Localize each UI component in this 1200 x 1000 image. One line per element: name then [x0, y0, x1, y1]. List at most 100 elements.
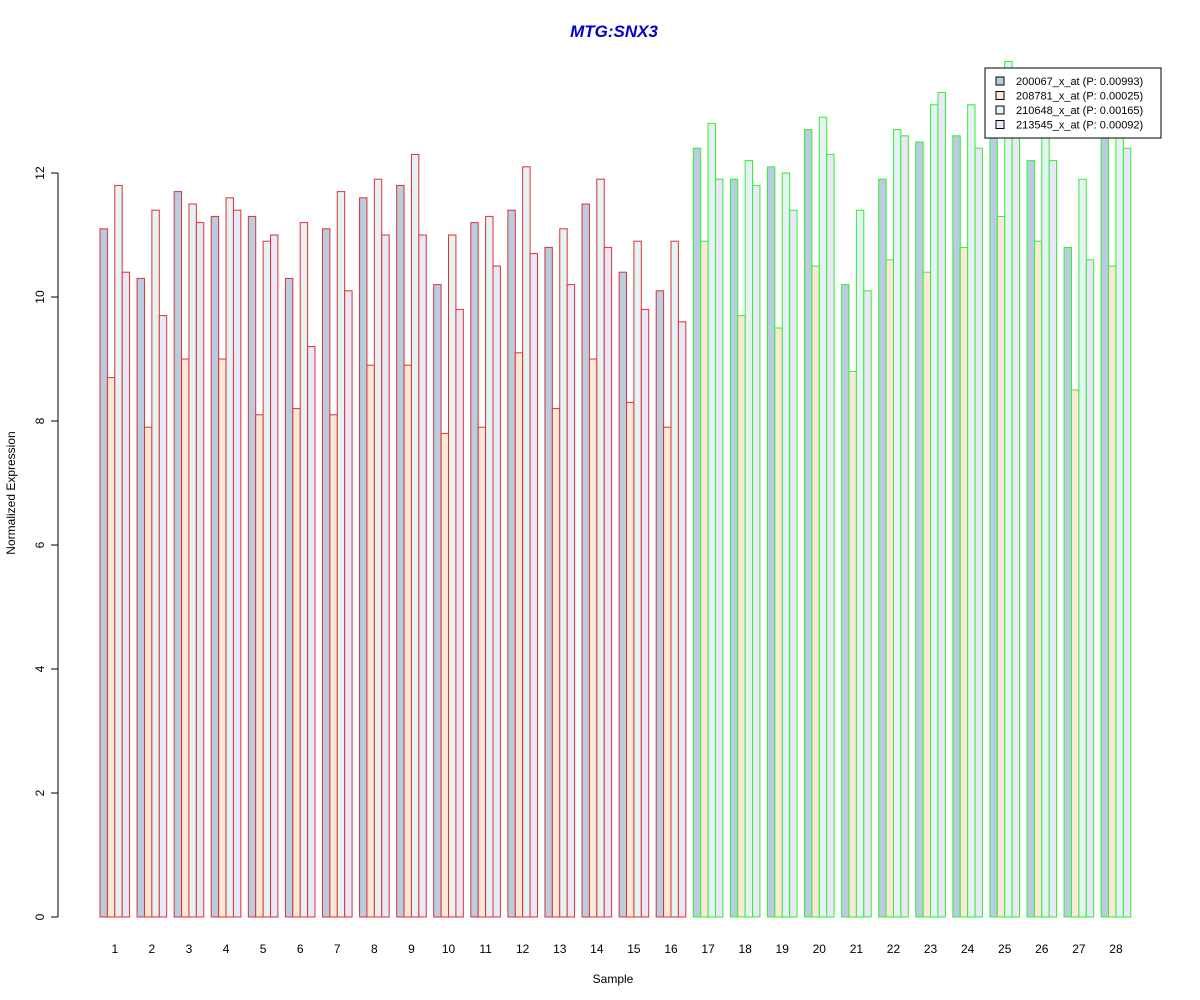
bar — [299, 222, 309, 918]
bar — [210, 215, 220, 918]
bar — [121, 271, 131, 918]
bar — [1041, 110, 1050, 918]
bar — [737, 315, 746, 918]
bar — [173, 191, 183, 918]
x-tick-label: 8 — [371, 942, 378, 956]
x-axis: 1 2 3 4 5 6 7 8 9 10 11 12 13 14 15 16 17 18 19 20 21 22 23 24 2… — [111, 942, 1122, 956]
bar — [181, 358, 190, 918]
x-tick-label: 4 — [223, 942, 230, 956]
y-tick-label: 12 — [33, 166, 47, 180]
bar — [99, 228, 108, 918]
bar — [885, 259, 894, 918]
legend: 200067_x_at (P: 0.00993) 208781_x_at (P: … — [984, 67, 1162, 139]
bar — [729, 178, 739, 918]
bar — [826, 153, 835, 918]
x-tick-label: 13 — [553, 942, 567, 956]
bars — [99, 60, 1132, 918]
bar — [381, 234, 390, 918]
legend-entry: 213545_x_at (P: 0.00092) — [1016, 120, 1143, 132]
x-tick-label: 27 — [1072, 942, 1086, 956]
bar — [336, 191, 346, 918]
bar — [448, 234, 457, 918]
x-tick-label: 16 — [664, 942, 678, 956]
bar — [989, 116, 998, 918]
bar — [1085, 259, 1095, 918]
bar — [581, 203, 590, 918]
x-tick-label: 1 — [111, 942, 118, 956]
legend-swatch — [995, 105, 1005, 115]
x-tick-label: 14 — [590, 942, 604, 956]
bar — [967, 104, 976, 918]
bar — [974, 147, 983, 918]
legend-entry: 200067_x_at (P: 0.00993) — [1016, 76, 1143, 88]
bar — [225, 197, 234, 918]
x-tick-label: 19 — [776, 942, 790, 956]
bar — [329, 414, 338, 918]
bar — [136, 277, 145, 918]
bar — [270, 234, 279, 918]
x-tick-label: 17 — [701, 942, 715, 956]
bar — [455, 308, 464, 918]
bar — [677, 321, 687, 918]
legend-entry: 210648_x_at (P: 0.00165) — [1016, 105, 1143, 117]
bar — [1011, 116, 1021, 918]
y-tick-label: 10 — [33, 290, 47, 304]
bar — [707, 122, 716, 918]
bar — [618, 271, 628, 918]
bar — [344, 290, 353, 918]
bar — [1004, 60, 1013, 918]
bar — [952, 135, 961, 918]
x-tick-label: 24 — [961, 942, 975, 956]
bar — [485, 215, 494, 918]
bar — [1063, 246, 1072, 918]
y-tick-label: 4 — [33, 665, 47, 672]
bar — [440, 432, 450, 918]
bar — [811, 265, 820, 918]
y-tick-label: 8 — [33, 417, 47, 424]
bar — [507, 209, 516, 918]
bar — [766, 166, 776, 918]
bar — [1033, 240, 1043, 918]
bar — [930, 104, 939, 918]
bar — [818, 116, 828, 918]
y-axis-label: Normalized Expression — [4, 431, 18, 554]
bar — [551, 408, 561, 918]
bar — [373, 178, 383, 918]
bar — [218, 358, 227, 918]
bar — [1078, 178, 1087, 918]
bar — [143, 426, 153, 918]
x-tick-label: 12 — [516, 942, 530, 956]
chart-title: MTG:SNX3 — [570, 22, 658, 41]
x-tick-label: 5 — [260, 942, 267, 956]
x-tick-label: 21 — [850, 942, 864, 956]
x-tick-label: 18 — [738, 942, 752, 956]
bar — [492, 265, 501, 918]
bar — [247, 215, 257, 918]
bar — [670, 240, 679, 918]
x-tick-label: 22 — [887, 942, 901, 956]
bar — [700, 240, 709, 918]
bar — [878, 178, 887, 918]
bar — [596, 178, 605, 918]
bar — [359, 197, 368, 918]
bar — [1115, 98, 1124, 918]
bar — [855, 209, 865, 918]
bar — [284, 277, 294, 918]
x-tick-label: 25 — [998, 942, 1012, 956]
bar — [1100, 122, 1110, 918]
bar — [603, 246, 613, 918]
bar — [114, 184, 123, 918]
bar — [900, 135, 909, 918]
bar — [529, 253, 538, 918]
bar — [781, 172, 791, 918]
legend-swatch — [995, 91, 1005, 100]
x-tick-label: 6 — [297, 942, 304, 956]
legend-swatch — [995, 120, 1005, 129]
bar — [937, 91, 946, 918]
bar — [588, 358, 598, 918]
bar — [714, 178, 724, 918]
legend-box — [984, 67, 1162, 139]
bar — [663, 426, 672, 918]
bar — [255, 414, 264, 918]
